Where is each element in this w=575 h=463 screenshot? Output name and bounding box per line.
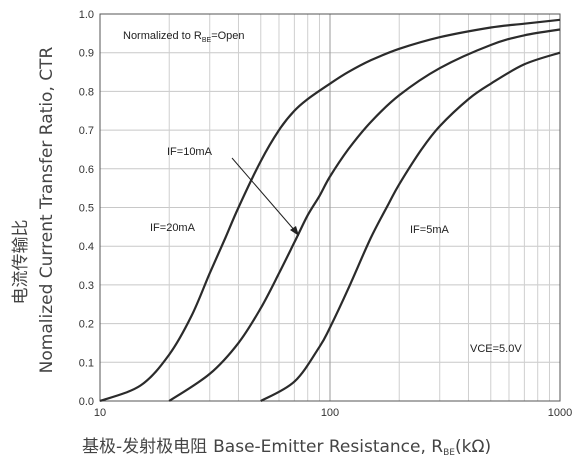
series-line-if-5ma xyxy=(260,51,561,402)
plot-area xyxy=(99,13,561,402)
x-tick-label: 100 xyxy=(321,407,339,419)
condition-label: VCE=5.0V xyxy=(470,343,522,355)
normalization-note: Normalized to RBE=Open xyxy=(123,30,245,44)
y-tick-label: 0.0 xyxy=(79,396,94,408)
y-tick-label: 0.3 xyxy=(79,280,94,292)
y-axis-title-cn: 电流传输比 xyxy=(11,220,31,305)
x-tick-label: 1000 xyxy=(548,407,572,419)
y-tick-label: 0.9 xyxy=(79,48,94,60)
y-tick-label: 0.4 xyxy=(79,241,94,253)
pointer-arrow xyxy=(231,157,297,233)
x-axis-ticks: 10 100 1000 xyxy=(94,407,572,419)
series-line-if-10ma xyxy=(168,28,561,402)
x-tick-label: 10 xyxy=(94,407,106,419)
y-tick-label: 0.2 xyxy=(79,319,94,331)
y-axis-ticks: 0.0 0.1 0.2 0.3 0.4 0.5 0.6 0.7 0.8 0.9 1.0 xyxy=(79,9,94,408)
label-if-10ma: IF=10mA xyxy=(167,146,213,158)
x-axis-title: 基极-发射极电阻 Base-Emitter Resistance, RBE(kΩ) xyxy=(82,437,491,458)
y-tick-label: 0.7 xyxy=(79,125,94,137)
y-tick-label: 0.5 xyxy=(79,203,94,215)
y-tick-label: 1.0 xyxy=(79,9,94,21)
y-tick-label: 0.8 xyxy=(79,86,94,98)
grid xyxy=(100,14,560,401)
series-group xyxy=(99,18,561,403)
pointer-arrowhead xyxy=(290,226,299,236)
label-if-5ma: IF=5mA xyxy=(410,224,449,236)
y-tick-label: 0.1 xyxy=(79,357,94,369)
y-axis-title: Nomalized Current Transfer Ratio, CTR xyxy=(37,46,57,373)
y-tick-label: 0.6 xyxy=(79,164,94,176)
series-line-if-20ma xyxy=(99,18,561,403)
label-if-20ma: IF=20mA xyxy=(150,222,196,234)
